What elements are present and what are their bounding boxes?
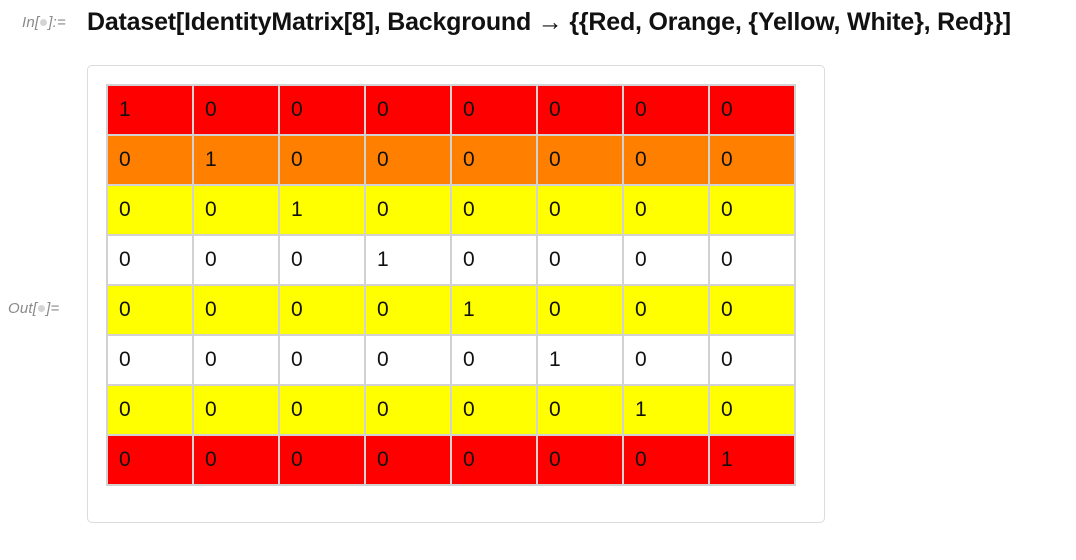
table-cell[interactable]: 0 [536, 384, 624, 436]
table-cell[interactable]: 0 [364, 184, 452, 236]
input-cell-label: In[ ]:= [22, 14, 66, 31]
table-cell[interactable]: 1 [536, 334, 624, 386]
table-cell[interactable]: 0 [536, 84, 624, 136]
table-cell[interactable]: 0 [622, 234, 710, 286]
table-cell[interactable]: 0 [278, 334, 366, 386]
table-cell[interactable]: 0 [450, 184, 538, 236]
table-cell[interactable]: 1 [106, 84, 194, 136]
table-cell[interactable]: 0 [708, 234, 796, 286]
table-cell[interactable]: 1 [450, 284, 538, 336]
output-label-suffix: ]= [46, 300, 60, 317]
input-label-prefix: In[ [22, 14, 40, 31]
table-cell[interactable]: 0 [450, 84, 538, 136]
table-cell[interactable]: 0 [364, 384, 452, 436]
table-cell[interactable]: 1 [622, 384, 710, 436]
table-cell[interactable]: 0 [192, 334, 280, 386]
table-cell[interactable]: 0 [708, 84, 796, 136]
table-cell[interactable]: 1 [192, 134, 280, 186]
input-code[interactable]: Dataset[IdentityMatrix[8], Background → … [87, 8, 1011, 36]
table-cell[interactable]: 0 [708, 384, 796, 436]
table-cell[interactable]: 0 [622, 134, 710, 186]
table-cell[interactable]: 0 [622, 334, 710, 386]
output-label-prefix: Out[ [8, 300, 38, 317]
table-cell[interactable]: 0 [278, 134, 366, 186]
table-cell[interactable]: 0 [364, 134, 452, 186]
table-cell[interactable]: 1 [278, 184, 366, 236]
table-cell[interactable]: 0 [450, 334, 538, 386]
table-cell[interactable]: 0 [278, 84, 366, 136]
table-cell[interactable]: 0 [192, 384, 280, 436]
table-cell[interactable]: 0 [192, 434, 280, 486]
table-cell[interactable]: 0 [708, 334, 796, 386]
table-cell[interactable]: 0 [364, 434, 452, 486]
table-cell[interactable]: 1 [708, 434, 796, 486]
table-cell[interactable]: 0 [450, 384, 538, 436]
table-cell[interactable]: 0 [536, 234, 624, 286]
input-label-suffix: ]:= [48, 14, 66, 31]
table-cell[interactable]: 0 [450, 134, 538, 186]
table-cell[interactable]: 0 [622, 184, 710, 236]
table-cell[interactable]: 0 [622, 434, 710, 486]
table-cell[interactable]: 0 [192, 184, 280, 236]
table-cell[interactable]: 0 [708, 284, 796, 336]
table-cell[interactable]: 1 [364, 234, 452, 286]
table-cell[interactable]: 0 [364, 334, 452, 386]
table-cell[interactable]: 0 [708, 184, 796, 236]
table-cell[interactable]: 0 [364, 284, 452, 336]
table-cell[interactable]: 0 [106, 384, 194, 436]
table-cell[interactable]: 0 [106, 284, 194, 336]
table-cell[interactable]: 0 [278, 284, 366, 336]
table-cell[interactable]: 0 [106, 184, 194, 236]
table-cell[interactable]: 0 [106, 334, 194, 386]
table-cell[interactable]: 0 [106, 434, 194, 486]
table-cell[interactable]: 0 [622, 84, 710, 136]
table-cell[interactable]: 0 [536, 434, 624, 486]
table-cell[interactable]: 0 [450, 434, 538, 486]
table-cell[interactable]: 0 [106, 234, 194, 286]
table-cell[interactable]: 0 [450, 234, 538, 286]
cell-number-placeholder-icon [38, 305, 46, 313]
cell-number-placeholder-icon [40, 19, 48, 27]
table-cell[interactable]: 0 [364, 84, 452, 136]
table-cell[interactable]: 0 [278, 384, 366, 436]
table-cell[interactable]: 0 [192, 84, 280, 136]
table-cell[interactable]: 0 [192, 234, 280, 286]
table-cell[interactable]: 0 [106, 134, 194, 186]
table-cell[interactable]: 0 [622, 284, 710, 336]
table-cell[interactable]: 0 [278, 234, 366, 286]
table-cell[interactable]: 0 [192, 284, 280, 336]
output-cell-label: Out[ ]= [8, 300, 59, 317]
table-cell[interactable]: 0 [536, 184, 624, 236]
table-cell[interactable]: 0 [708, 134, 796, 186]
table-cell[interactable]: 0 [278, 434, 366, 486]
table-cell[interactable]: 0 [536, 284, 624, 336]
table-cell[interactable]: 0 [536, 134, 624, 186]
